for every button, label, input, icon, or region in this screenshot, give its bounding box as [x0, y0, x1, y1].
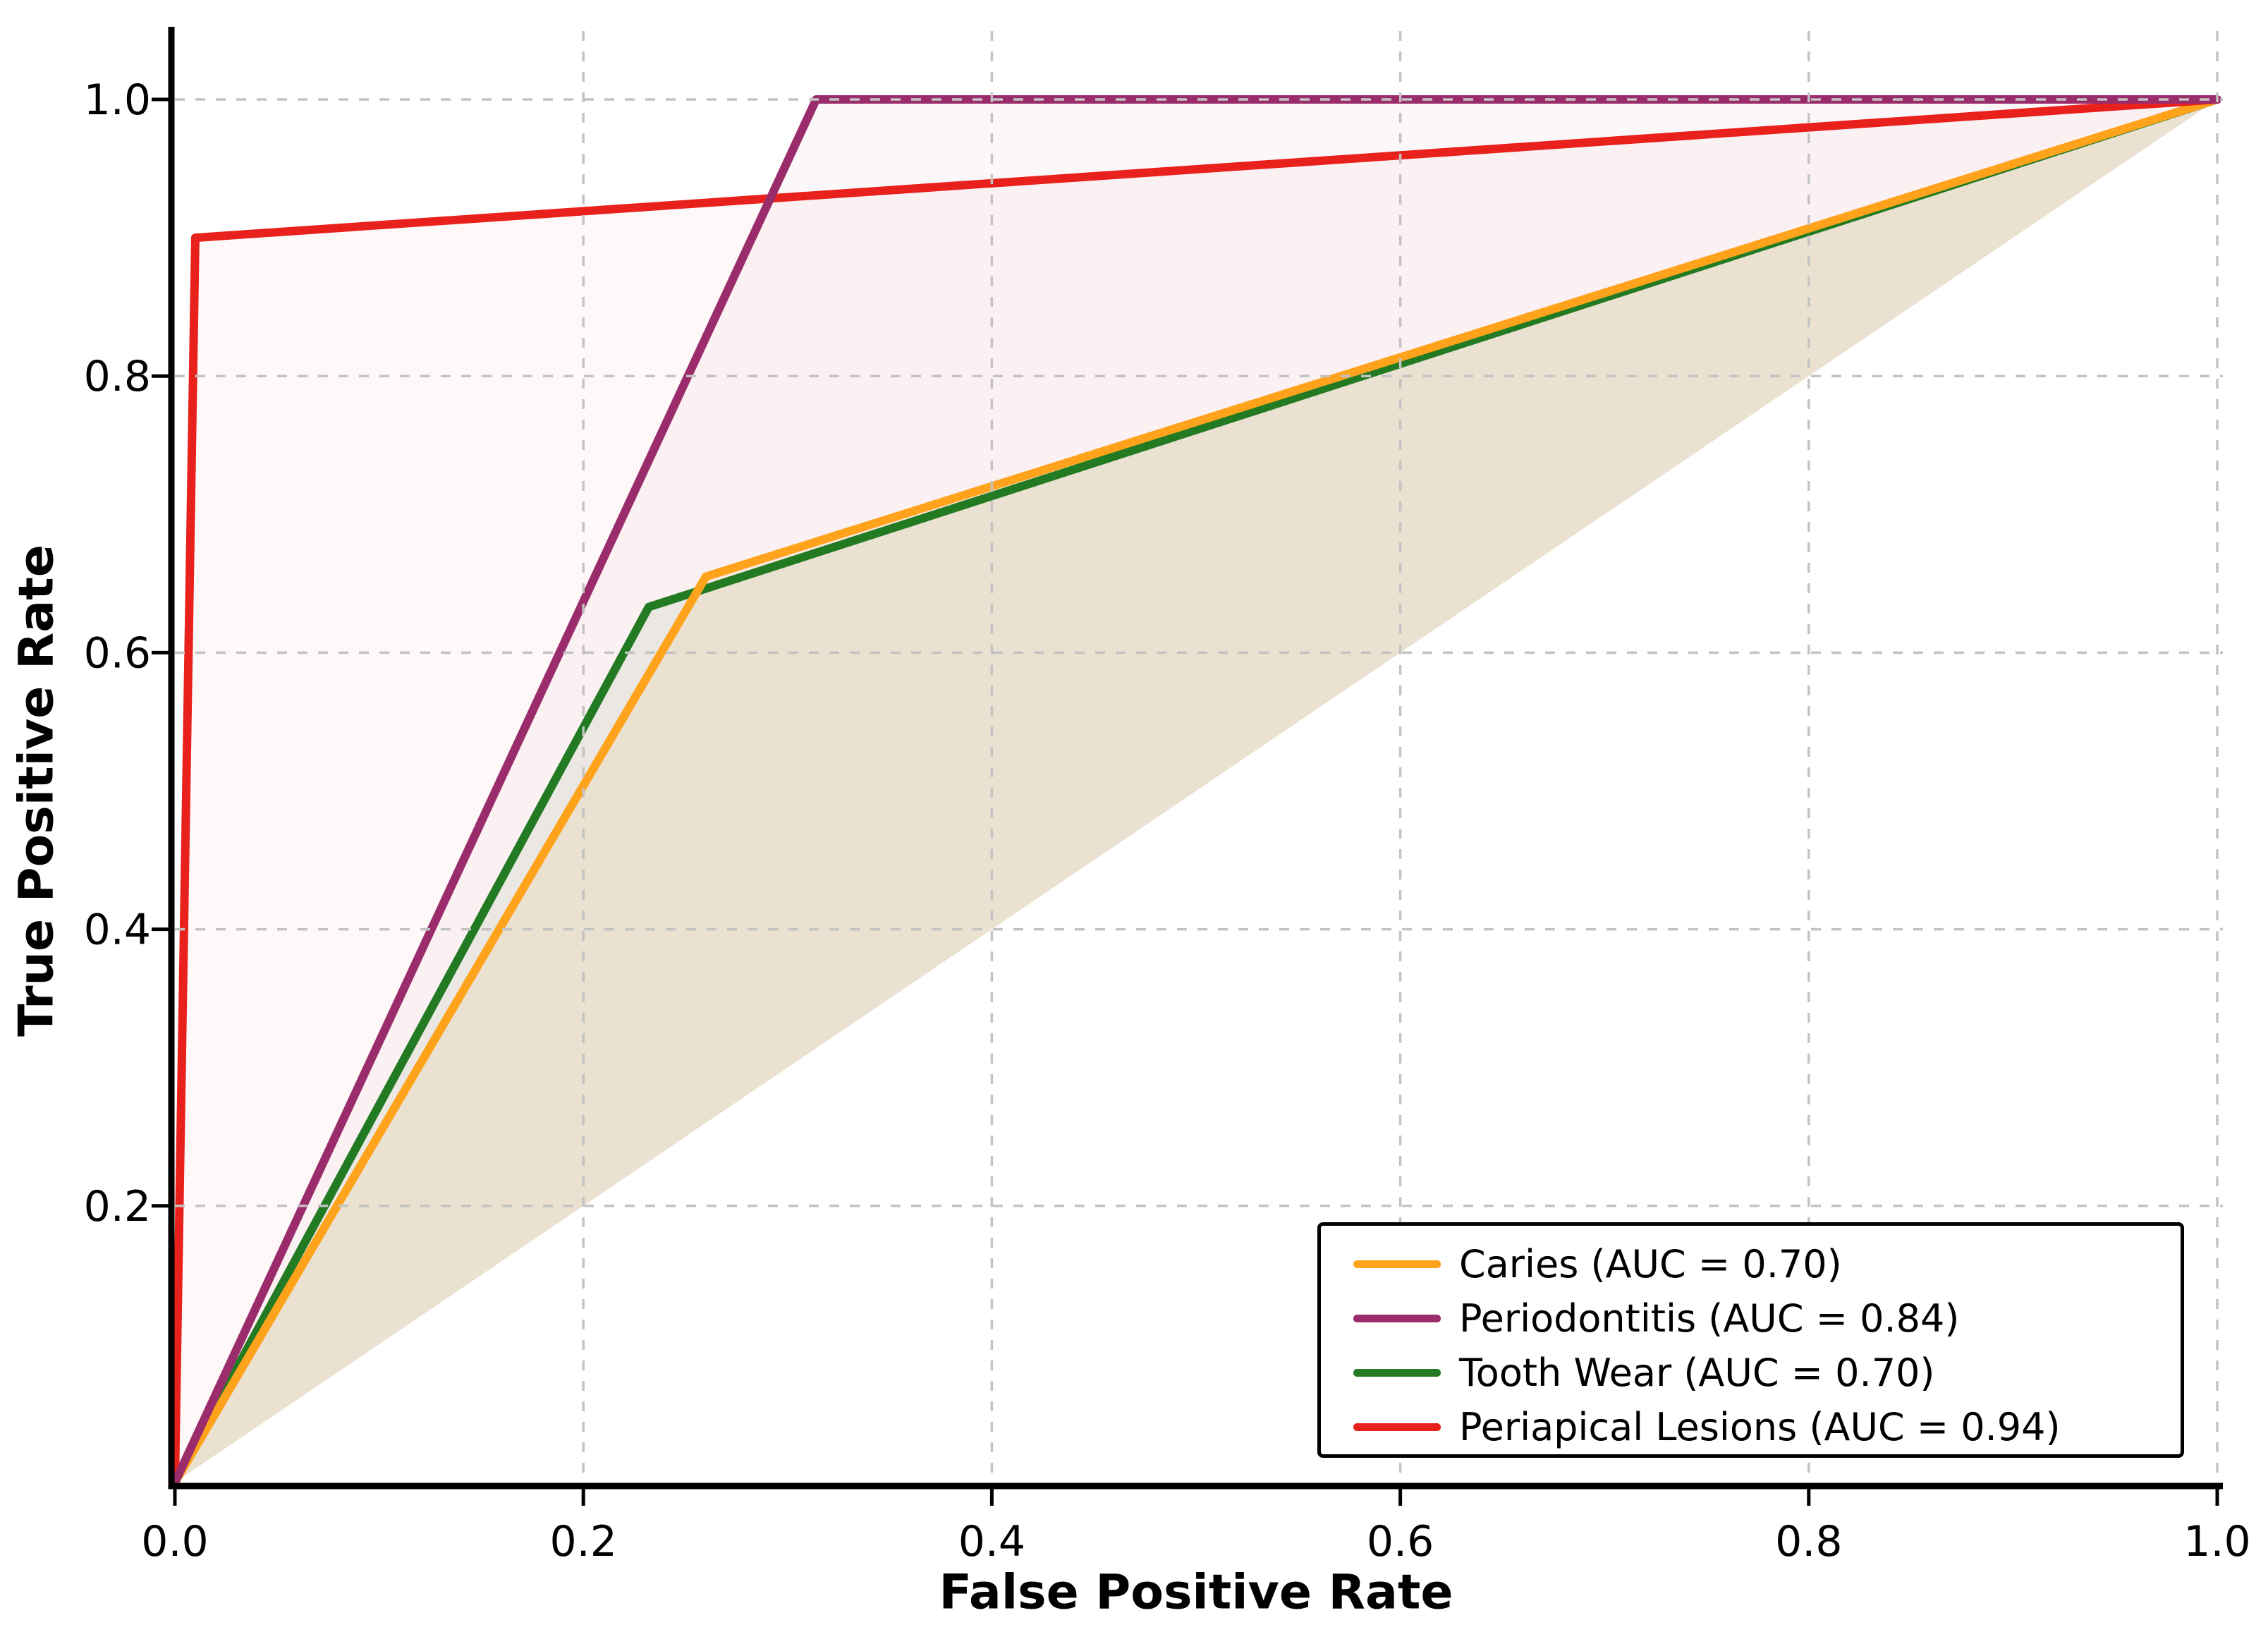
- y-axis-title: True Positive Rate: [8, 544, 65, 1037]
- x-tick-label-0.4: 0.4: [958, 1517, 1025, 1566]
- y-tick-label-0.2: 0.2: [84, 1182, 151, 1231]
- legend-item-periodontitis: Periodontitis (AUC = 0.84): [1353, 1291, 2181, 1346]
- x-tick-label-0.6: 0.6: [1367, 1517, 1434, 1566]
- legend-item-tooth-wear: Tooth Wear (AUC = 0.70): [1353, 1346, 2181, 1400]
- legend-swatch-tooth-wear: [1353, 1369, 1441, 1377]
- x-tick-label-0: 0.0: [141, 1517, 208, 1566]
- legend-item-caries: Caries (AUC = 0.70): [1353, 1237, 2181, 1291]
- legend-label-tooth-wear: Tooth Wear (AUC = 0.70): [1459, 1351, 1935, 1395]
- x-tick-label-0.2: 0.2: [549, 1517, 616, 1566]
- legend-swatch-periapical-lesions: [1353, 1423, 1441, 1431]
- legend-label-caries: Caries (AUC = 0.70): [1459, 1242, 1842, 1286]
- legend-label-periapical-lesions: Periapical Lesions (AUC = 0.94): [1459, 1405, 2061, 1449]
- roc-fill-tooth-wear: [175, 99, 2217, 1482]
- x-tick-label-0.8: 0.8: [1775, 1517, 1842, 1566]
- roc-curve-periapical-lesions: [171, 95, 2221, 1487]
- y-tick-label-0.6: 0.6: [84, 628, 151, 678]
- roc-curve-caries: [171, 95, 2221, 1487]
- legend-label-periodontitis: Periodontitis (AUC = 0.84): [1459, 1296, 1960, 1341]
- legend-item-periapical-lesions: Periapical Lesions (AUC = 0.94): [1353, 1400, 2181, 1454]
- legend-swatch-periodontitis: [1353, 1315, 1441, 1322]
- legend-swatch-caries: [1353, 1260, 1441, 1268]
- y-tick-label-0.4: 0.4: [84, 906, 151, 955]
- y-tick-label-0.8: 0.8: [84, 352, 151, 401]
- x-axis-title: False Positive Rate: [939, 1564, 1453, 1621]
- legend: Caries (AUC = 0.70) Periodontitis (AUC = …: [1317, 1222, 2184, 1458]
- x-tick-label-1: 1.0: [2183, 1517, 2250, 1566]
- y-tick-label-1: 1.0: [84, 75, 151, 125]
- roc-fill-caries: [175, 99, 2217, 1482]
